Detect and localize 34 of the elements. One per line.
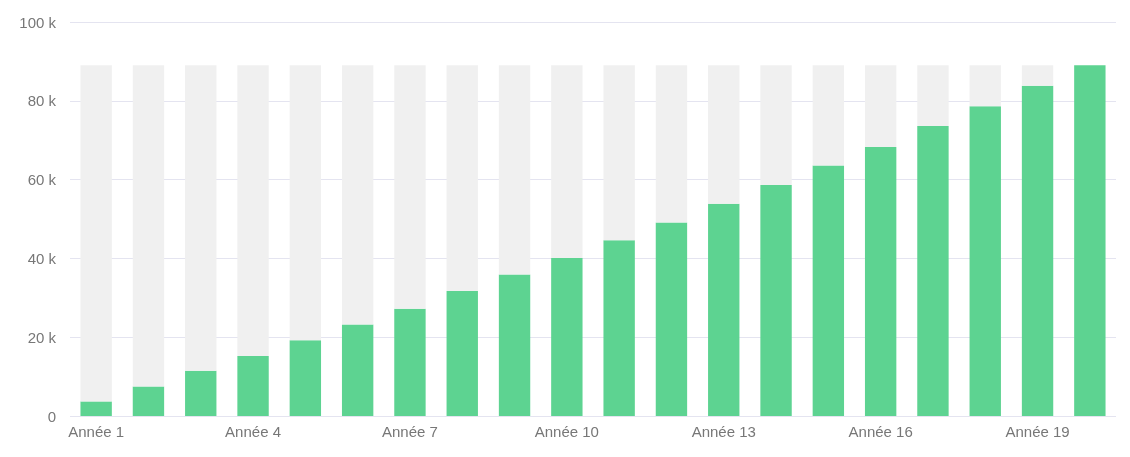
bar bbox=[603, 240, 635, 416]
bar bbox=[1021, 85, 1054, 416]
bar bbox=[341, 324, 374, 416]
y-tick-label: 20 k bbox=[27, 328, 57, 346]
bar bbox=[551, 258, 583, 416]
bar bbox=[394, 308, 426, 416]
bar bbox=[969, 106, 1001, 416]
bar bbox=[80, 401, 112, 416]
x-tick-label: Année 4 bbox=[225, 423, 281, 440]
x-tick-label: Année 13 bbox=[691, 423, 756, 440]
bar bbox=[289, 340, 322, 416]
bar bbox=[498, 274, 531, 416]
x-tick-label: Année 10 bbox=[534, 423, 599, 440]
y-tick-label: 40 k bbox=[27, 249, 57, 267]
bar bbox=[760, 185, 792, 416]
bar bbox=[132, 386, 165, 416]
y-tick-label: 100 k bbox=[19, 13, 57, 31]
bar bbox=[812, 165, 845, 416]
x-tick-label: Année 7 bbox=[382, 423, 438, 440]
bar bbox=[1021, 65, 1054, 86]
x-tick-label: Année 16 bbox=[848, 423, 913, 440]
bar bbox=[446, 291, 478, 416]
y-tick-label: 60 k bbox=[27, 171, 57, 189]
x-tick-label: Année 1 bbox=[68, 423, 125, 440]
y-tick-label: 0 bbox=[47, 407, 56, 425]
bar bbox=[708, 203, 740, 416]
bar bbox=[864, 146, 897, 416]
bar bbox=[1074, 65, 1106, 416]
x-tick-label: Année 19 bbox=[1005, 423, 1070, 440]
y-tick-label: 80 k bbox=[27, 92, 57, 110]
bar bbox=[917, 126, 949, 416]
bar bbox=[185, 370, 217, 416]
bar bbox=[237, 356, 269, 416]
bar bbox=[655, 222, 688, 416]
